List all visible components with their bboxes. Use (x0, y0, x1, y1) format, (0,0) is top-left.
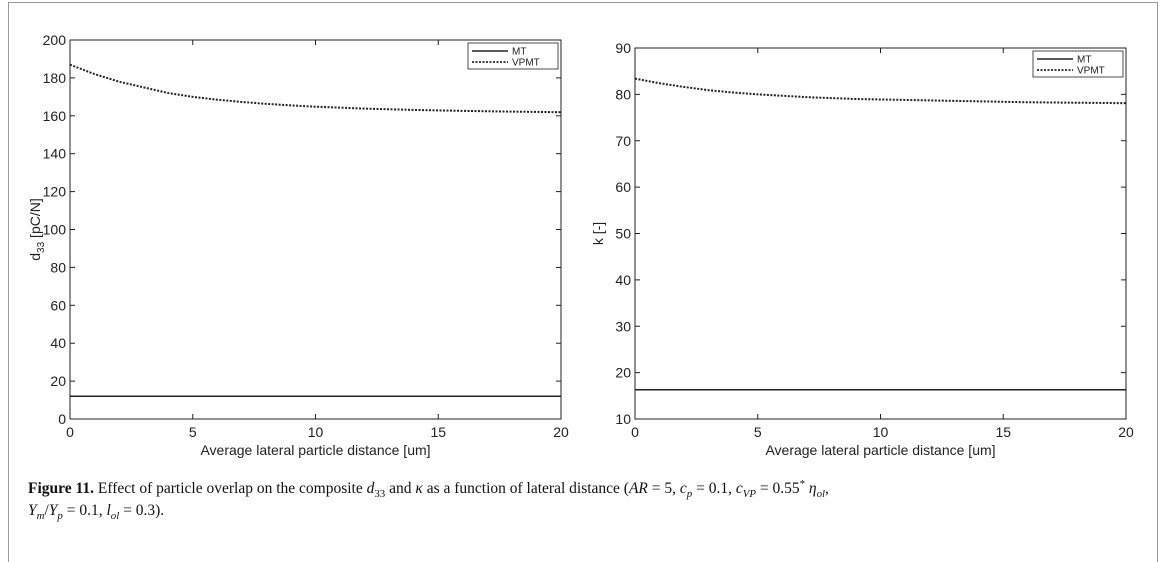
plot-area (69, 39, 562, 420)
y-tick-label: 20 (50, 373, 66, 389)
legend-label-vpmt: VPMT (512, 58, 540, 69)
caption-label: Figure 11. (28, 480, 95, 497)
x-tick-label: 0 (66, 424, 74, 440)
y-tick-label: 40 (50, 335, 66, 351)
x-tick-label: 10 (308, 424, 324, 440)
figure-frame (8, 2, 1158, 562)
legend-box (467, 42, 559, 70)
y-tick-label: 100 (43, 222, 67, 238)
y-tick-label: 0 (58, 411, 66, 427)
figure-caption: Figure 11. Effect of particle overlap on… (28, 478, 1138, 522)
x-tick-label: 20 (553, 424, 569, 440)
y-tick-label: 80 (50, 259, 66, 275)
legend-label-mt: MT (512, 47, 526, 58)
x-tick-label: 15 (430, 424, 446, 440)
y-tick-label: 60 (50, 297, 66, 313)
y-tick-label: 200 (43, 32, 67, 48)
x-axis-label: Average lateral particle distance [um] (200, 442, 430, 458)
y-tick-label: 120 (43, 184, 67, 200)
chart-d33: 0 5 10 15 20020406080100120140160180200Avera… (27, 32, 569, 458)
y-axis-label: d33 [pC/N] (27, 198, 47, 261)
y-tick-label: 160 (43, 108, 67, 124)
x-tick-label: 5 (189, 424, 197, 440)
caption-text: Effect of particle overlap on the compos… (28, 477, 829, 523)
y-tick-label: 140 (43, 146, 67, 162)
y-tick-label: 180 (43, 70, 67, 86)
series-line-vpmt (69, 63, 562, 114)
